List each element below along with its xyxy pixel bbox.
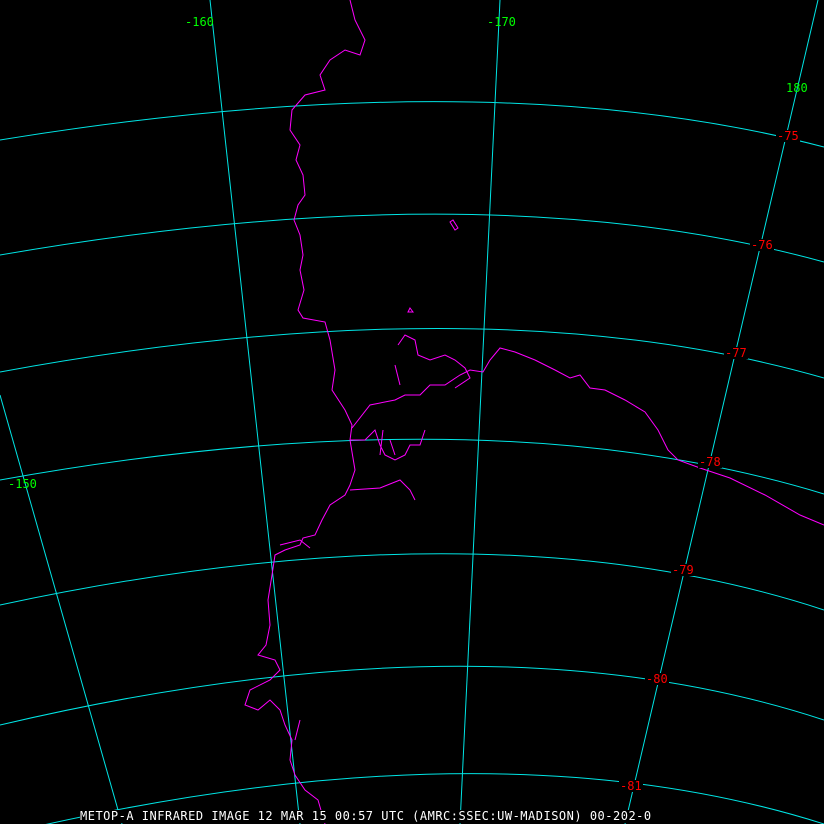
longitude-label: -160 <box>185 15 214 29</box>
latitude-line-79 <box>0 553 824 611</box>
latitude-line-78 <box>0 438 824 495</box>
longitude-label: -170 <box>487 15 516 29</box>
longitude-line-150 <box>0 394 123 824</box>
island <box>407 219 459 313</box>
latitude-line-77 <box>0 327 824 379</box>
longitude-label: 180 <box>786 81 808 95</box>
latitude-label: -80 <box>645 672 669 686</box>
coastline <box>244 0 824 824</box>
image-caption: METOP-A INFRARED IMAGE 12 MAR 15 00:57 U… <box>80 809 652 823</box>
latitude-label: -78 <box>698 455 722 469</box>
latitude-label: -75 <box>776 129 800 143</box>
latitude-label: -81 <box>619 779 643 793</box>
longitude-line-180 <box>624 0 819 824</box>
latitude-line-80 <box>0 665 824 726</box>
longitude-line-170 <box>459 0 501 824</box>
latitude-label: -77 <box>724 346 748 360</box>
latitude-label: -79 <box>671 563 695 577</box>
latitude-label: -76 <box>750 238 774 252</box>
longitude-label: -150 <box>8 477 37 491</box>
latitude-line-81 <box>45 773 824 824</box>
latitude-line-75 <box>0 101 824 148</box>
longitude-line-160 <box>209 0 301 824</box>
latitude-line-76 <box>0 213 824 263</box>
